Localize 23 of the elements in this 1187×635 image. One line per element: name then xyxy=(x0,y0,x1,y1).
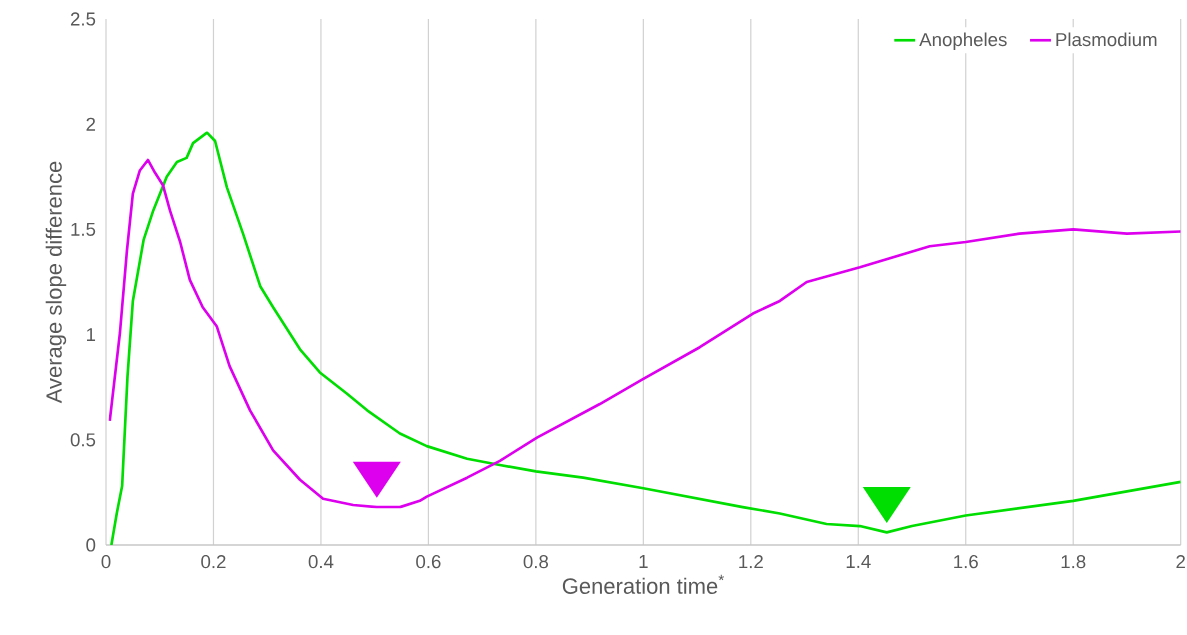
x-tick-label: 0 xyxy=(101,555,111,569)
y-tick-label: 2 xyxy=(86,117,96,131)
y-tick-label: 0.5 xyxy=(70,433,96,447)
legend-label: Plasmodium xyxy=(1056,32,1157,47)
x-tick-label: 1 xyxy=(639,555,648,568)
line-series xyxy=(108,158,1181,509)
y-tick-label: 1 xyxy=(87,328,96,342)
x-tick-label: 1.4 xyxy=(846,555,871,568)
x-tick-label: 0.6 xyxy=(416,555,441,569)
x-tick-label: 1.8 xyxy=(1061,555,1086,569)
y-tick-label: 1.5 xyxy=(71,222,96,236)
x-axis-title: Generation time$^{*}$ xyxy=(562,574,725,594)
x-tick-label: 1.6 xyxy=(954,555,978,569)
x-tick-label: 0.4 xyxy=(308,555,334,569)
x-tick-label: 0.8 xyxy=(523,555,549,569)
y-axis-title: Average slope difference xyxy=(45,161,67,404)
x-tick-label: 2 xyxy=(1176,555,1185,569)
x-tick-label: 0.2 xyxy=(201,555,226,569)
legend-label: Anopheles xyxy=(919,32,1007,50)
x-tick-label: 1.2 xyxy=(739,555,763,569)
y-tick-label: 0 xyxy=(86,538,96,552)
y-tick-label: 2.5 xyxy=(70,12,96,26)
line-series xyxy=(110,131,1181,545)
